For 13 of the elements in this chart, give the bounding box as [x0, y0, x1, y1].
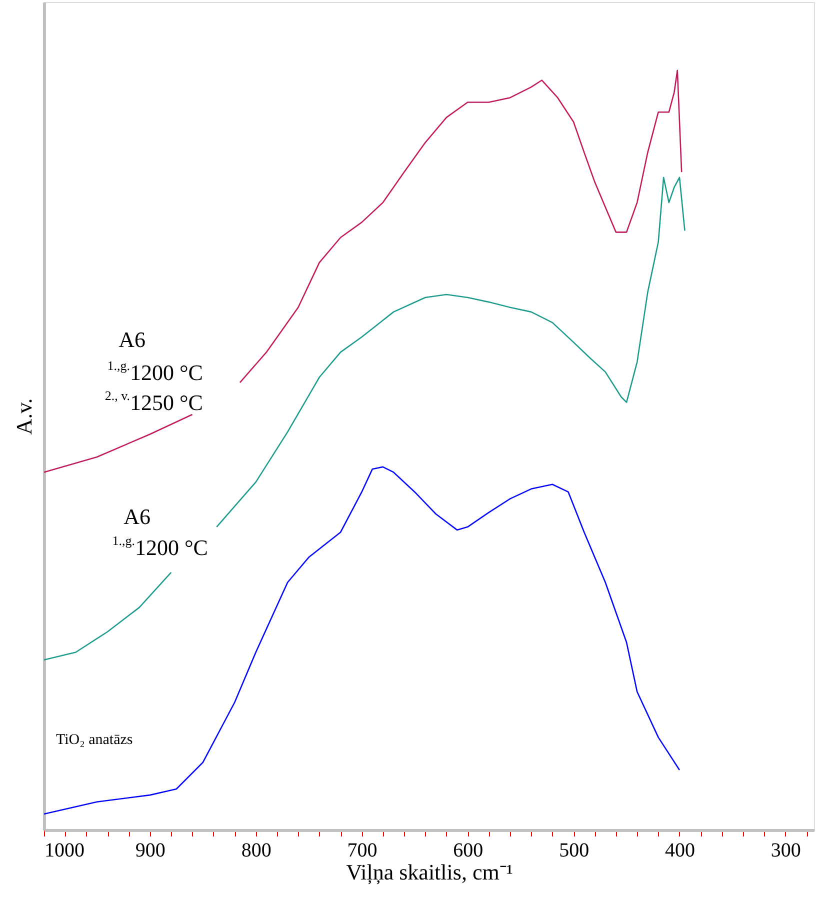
x-tick-label: 800 [241, 840, 272, 862]
x-tick-label: 600 [453, 840, 484, 862]
x-tick-label: 900 [135, 840, 166, 862]
x-tick-label: 500 [559, 840, 590, 862]
annotation: TiO₂ anatāzs [56, 732, 133, 748]
annotation: A6 [118, 327, 146, 352]
x-axis-title: Viļņa skaitlis, cm⁻¹ [346, 860, 513, 884]
x-tick-label: 400 [664, 840, 695, 862]
x-tick-label: 700 [347, 840, 378, 862]
y-axis-title: A.v. [12, 398, 36, 435]
x-tick-label: 1000 [44, 840, 84, 862]
x-tick-label: 300 [770, 840, 801, 862]
annotation: A6 [124, 504, 150, 529]
